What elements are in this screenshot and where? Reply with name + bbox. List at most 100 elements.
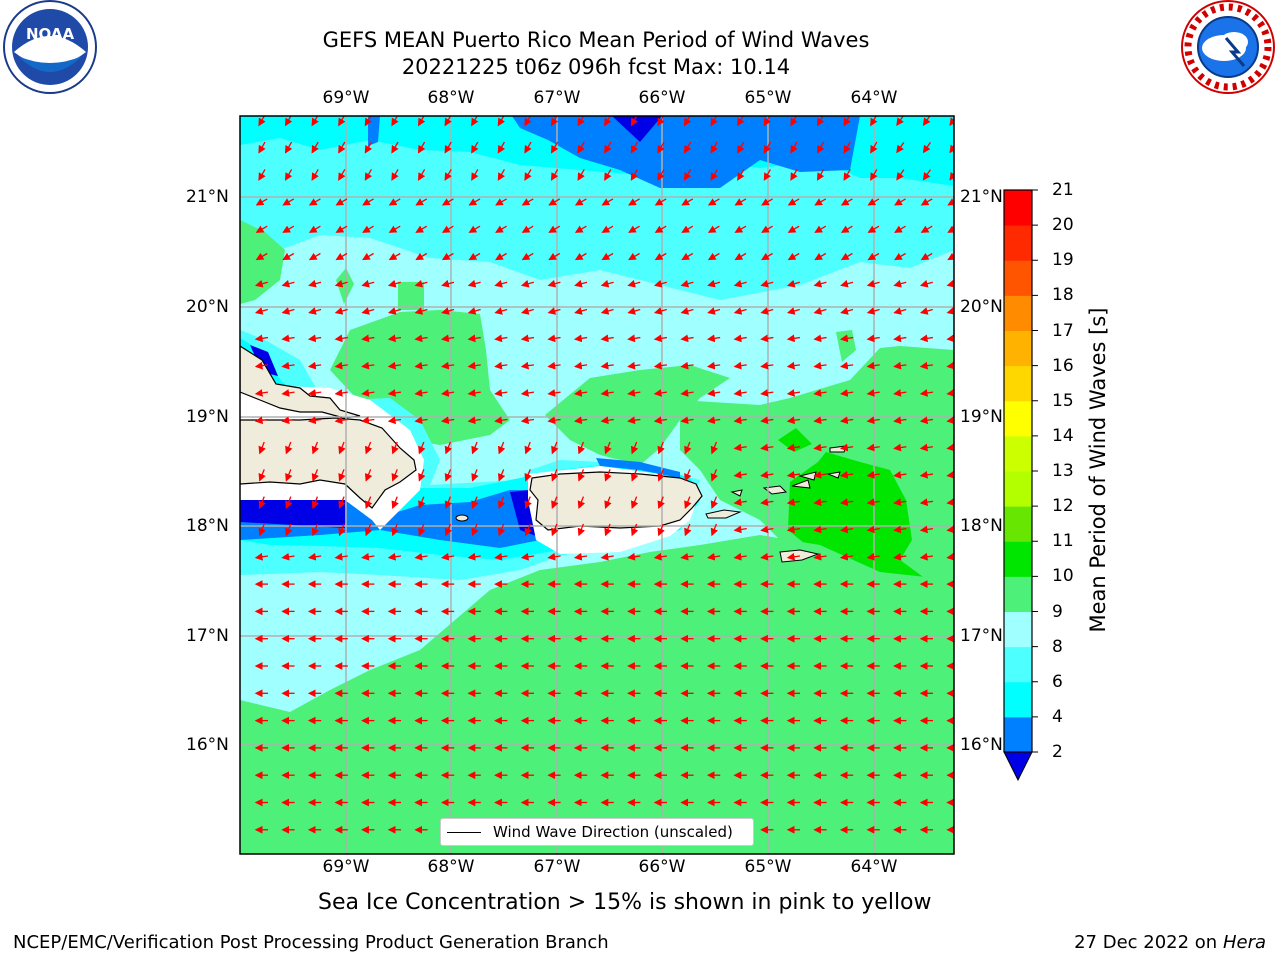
wind-wave-arrow xyxy=(254,361,269,370)
wind-wave-arrow xyxy=(362,252,374,261)
lon-label-bottom: 67°W xyxy=(533,857,581,877)
wind-wave-arrow xyxy=(387,334,402,343)
wind-wave-arrow xyxy=(627,334,641,343)
colorbar-segment xyxy=(1004,471,1032,507)
wind-wave-arrow xyxy=(786,498,801,506)
wind-wave-arrow xyxy=(733,389,747,397)
wind-wave-arrow xyxy=(627,307,641,315)
colorbar-tick-label: 9 xyxy=(1052,601,1063,622)
colorbar-tick-label: 17 xyxy=(1052,320,1074,341)
wind-wave-arrow xyxy=(308,252,321,261)
wind-wave-arrow xyxy=(334,334,348,343)
wind-wave-arrow xyxy=(760,307,774,315)
wind-wave-arrow xyxy=(285,496,293,509)
chart-title: GEFS MEAN Puerto Rico Mean Period of Win… xyxy=(322,28,870,52)
wind-wave-arrow xyxy=(733,361,747,370)
lon-label-top: 69°W xyxy=(322,88,370,108)
lat-label-right: 17°N xyxy=(960,626,1003,646)
wind-wave-arrow xyxy=(524,169,532,181)
wind-wave-arrow xyxy=(734,252,747,261)
wind-wave-arrow xyxy=(308,279,322,288)
wind-wave-arrow xyxy=(653,416,668,425)
wind-wave-arrow xyxy=(495,198,507,206)
wind-wave-arrow xyxy=(733,498,747,506)
wind-wave-arrow xyxy=(391,141,399,154)
wind-wave-arrow xyxy=(311,141,319,154)
wind-wave-arrow xyxy=(414,552,428,561)
wind-wave-arrow xyxy=(627,361,641,370)
wind-wave-arrow xyxy=(548,252,561,261)
lon-label-top: 65°W xyxy=(744,88,792,108)
wind-wave-arrow xyxy=(258,441,266,455)
wind-wave-arrow xyxy=(893,279,907,288)
wind-wave-arrow xyxy=(361,279,375,288)
colorbar-tick-label: 8 xyxy=(1052,636,1063,657)
wind-wave-arrow xyxy=(763,169,772,181)
wind-wave-arrow xyxy=(919,416,934,425)
lat-label-right: 16°N xyxy=(960,735,1003,755)
wind-wave-arrow xyxy=(657,169,665,181)
wind-wave-arrow xyxy=(813,552,827,561)
wind-wave-arrow xyxy=(471,169,479,181)
wind-wave-arrow xyxy=(494,279,508,288)
wind-wave-arrow xyxy=(919,334,934,343)
wind-wave-arrow xyxy=(258,169,266,181)
lon-label-bottom: 68°W xyxy=(427,857,475,877)
wind-wave-arrow xyxy=(653,389,668,397)
wind-wave-arrow xyxy=(604,523,612,537)
wind-wave-arrow xyxy=(547,552,561,561)
colorbar-tick-label: 10 xyxy=(1052,566,1074,587)
wind-wave-arrow xyxy=(547,389,561,397)
wind-wave-arrow xyxy=(334,279,348,288)
wind-wave-direction-arrows xyxy=(254,116,954,834)
wind-wave-arrow xyxy=(786,470,801,479)
wind-wave-arrow xyxy=(760,279,774,288)
colorbar-tick-label: 19 xyxy=(1052,250,1074,271)
wind-wave-arrow xyxy=(414,416,428,425)
colorbar-tick-label: 12 xyxy=(1052,496,1074,517)
wind-wave-arrow xyxy=(813,307,827,315)
wind-wave-arrow xyxy=(524,141,532,154)
wind-wave-arrow xyxy=(601,225,614,233)
colorbar-segment xyxy=(1004,435,1032,472)
wind-wave-arrow xyxy=(919,443,934,452)
wind-wave-arrow xyxy=(761,252,773,261)
wind-wave-arrow xyxy=(387,361,402,370)
wind-wave-arrow xyxy=(361,552,375,561)
wind-wave-arrow xyxy=(866,470,880,479)
colorbar-segment xyxy=(1004,506,1032,542)
wind-wave-arrow xyxy=(521,198,534,206)
wind-wave-arrow xyxy=(338,141,346,154)
colorbar-tick-label: 2 xyxy=(1052,742,1063,762)
wind-wave-arrow xyxy=(710,523,719,537)
colorbar-segment xyxy=(1004,716,1032,753)
wind-wave-arrow xyxy=(867,225,880,233)
wind-wave-arrow xyxy=(813,470,827,479)
wind-wave-arrow xyxy=(870,169,878,181)
wind-wave-arrow xyxy=(573,552,588,561)
wind-wave-arrow xyxy=(254,334,269,343)
wind-wave-arrow xyxy=(418,523,426,537)
colorbar-label: Mean Period of Wind Waves [s] xyxy=(1086,307,1110,633)
wind-wave-arrow xyxy=(440,416,455,425)
wind-wave-arrow xyxy=(444,441,453,455)
wind-wave-arrow xyxy=(334,389,348,397)
wind-wave-arrow xyxy=(444,469,453,482)
wind-wave-arrow xyxy=(361,361,375,370)
wind-wave-arrow xyxy=(866,552,880,561)
wind-wave-arrow xyxy=(311,169,319,181)
footer-date: 27 Dec 2022 on Hera xyxy=(1074,932,1266,953)
wind-wave-arrow xyxy=(311,441,320,455)
wind-wave-arrow xyxy=(334,307,348,315)
wind-wave-arrow xyxy=(760,443,774,452)
wind-wave-arrow xyxy=(388,225,401,233)
colorbar-segment xyxy=(1004,681,1032,718)
wind-wave-arrow xyxy=(680,279,694,288)
wind-wave-arrow xyxy=(787,225,800,233)
lat-label-right: 19°N xyxy=(960,407,1003,427)
lon-label-top: 66°W xyxy=(638,88,686,108)
wind-wave-arrow xyxy=(254,307,268,315)
wind-wave-arrow xyxy=(653,279,667,288)
wind-wave-arrow xyxy=(627,279,641,288)
wind-wave-arrow xyxy=(388,198,401,206)
